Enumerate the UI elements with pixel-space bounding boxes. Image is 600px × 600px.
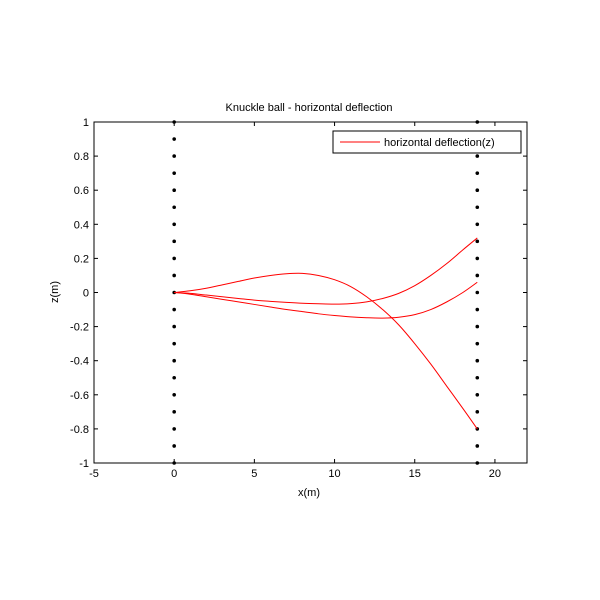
marker-point	[172, 375, 176, 380]
x-tick-label: 15	[409, 468, 421, 480]
marker-point	[172, 171, 176, 175]
x-tick-label: -5	[89, 468, 99, 480]
marker-point	[172, 427, 176, 431]
series-line-3	[174, 281, 478, 319]
y-tick-label: 0.4	[74, 219, 89, 231]
x-axis-label: x(m)	[298, 487, 320, 499]
marker-point	[475, 256, 480, 261]
y-tick-label: -0.2	[70, 322, 89, 334]
marker-point	[172, 188, 176, 192]
marker-point	[475, 171, 480, 175]
x-tick-label: 10	[328, 468, 340, 480]
y-tick-label: 0.6	[74, 185, 89, 197]
marker-point	[172, 137, 176, 141]
marker-point	[172, 358, 176, 363]
marker-point	[475, 205, 480, 210]
marker-point	[172, 393, 176, 397]
marker-point	[172, 239, 176, 244]
marker-point	[475, 239, 480, 244]
y-tick-label: -1	[79, 458, 89, 470]
marker-point	[172, 205, 176, 210]
legend: horizontal deflection(z)	[332, 130, 522, 154]
y-tick-label: 0.8	[74, 151, 89, 163]
marker-point	[475, 120, 480, 124]
marker-point	[475, 324, 480, 329]
marker-point	[172, 444, 176, 448]
marker-point	[475, 222, 480, 227]
marker-point	[475, 375, 480, 380]
y-tick-label: 0.2	[74, 253, 89, 265]
legend-entry: horizontal deflection(z)	[384, 137, 495, 149]
legend-box	[332, 130, 522, 154]
x-tick-label: 5	[251, 468, 257, 480]
y-tick-label: -0.4	[70, 356, 89, 368]
y-tick-label: -0.6	[70, 390, 89, 402]
marker-point	[172, 341, 176, 346]
marker-point	[475, 290, 480, 295]
marker-point	[475, 307, 480, 312]
marker-point	[172, 307, 176, 312]
x-tick-label: 0	[171, 468, 177, 480]
axis-ticks: -5 0 5 10 15 20 -1 -0.8 -0.6 -0.4 -0.2 0 0.2 0.4 0.6 0.…	[70, 117, 527, 480]
y-tick-label: -0.8	[70, 424, 89, 436]
marker-point	[475, 273, 480, 278]
series-layer	[174, 237, 478, 430]
plot-area	[93, 121, 528, 464]
marker-point	[475, 341, 480, 346]
marker-point	[172, 222, 176, 227]
marker-point	[172, 256, 176, 261]
marker-point	[475, 393, 480, 397]
marker-point	[475, 444, 480, 448]
marker-point	[475, 188, 480, 192]
marker-point	[172, 273, 176, 278]
marker-point	[475, 154, 480, 158]
marker-point	[475, 461, 480, 465]
y-axis-label: z(m)	[49, 281, 61, 303]
marker-point	[172, 324, 176, 329]
y-tick-label: 1	[83, 117, 89, 129]
marker-point	[475, 358, 480, 363]
marker-point	[475, 410, 480, 414]
y-tick-label: 0	[83, 288, 89, 300]
marker-point	[172, 154, 176, 158]
series-line-1	[174, 272, 478, 430]
x-tick-label: 20	[489, 468, 501, 480]
marker-point	[172, 410, 176, 414]
chart-title: Knuckle ball - horizontal deflection	[226, 102, 393, 114]
series-line-2	[174, 237, 478, 305]
